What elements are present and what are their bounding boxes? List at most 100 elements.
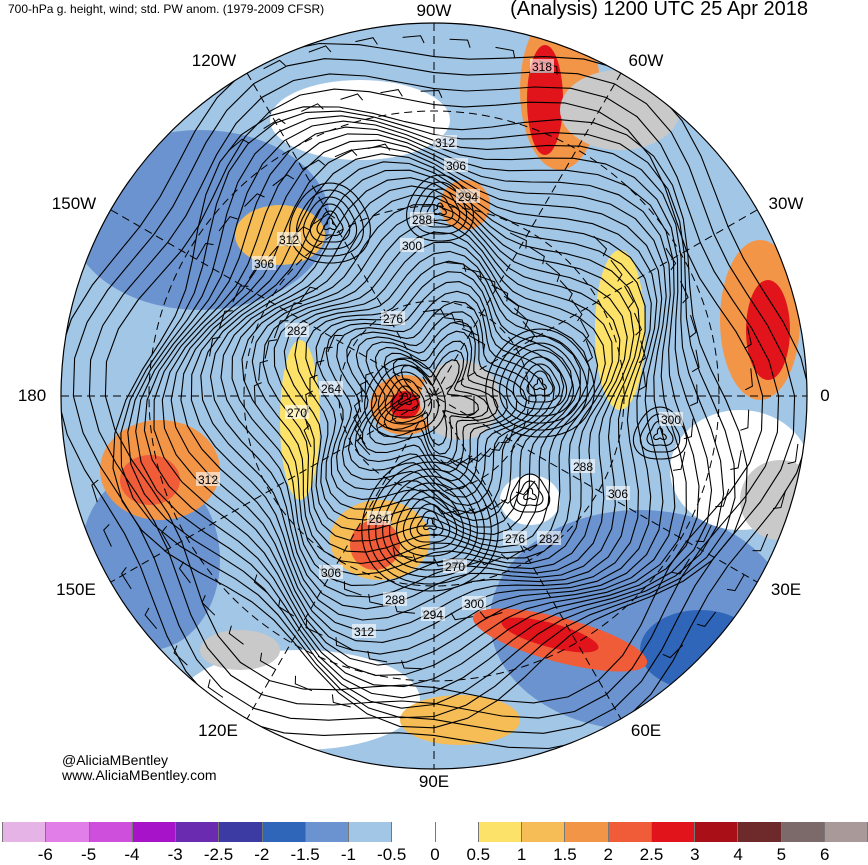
height-label-bg — [252, 256, 276, 270]
wind-barb — [91, 479, 99, 503]
height-contour — [402, 496, 458, 550]
height-contour — [423, 517, 437, 531]
height-label: 282 — [287, 324, 307, 338]
height-contour — [161, 139, 676, 666]
wind-barb — [178, 561, 191, 584]
wind-barb — [305, 619, 323, 636]
wind-barb — [522, 321, 536, 343]
wind-barb — [401, 660, 423, 670]
wind-barb — [449, 38, 471, 48]
wind-barb — [695, 525, 712, 543]
height-label-bg — [352, 624, 376, 638]
colorbar-tick-label: -1 — [340, 845, 356, 864]
wind-barb — [545, 262, 561, 283]
height-contour — [412, 181, 468, 235]
wind-barb — [691, 349, 700, 373]
wind-barb — [610, 259, 623, 282]
height-label: 306 — [254, 257, 274, 271]
wind-barb — [367, 650, 388, 663]
wind-barb — [331, 694, 351, 708]
colorbar-tick-label: 5 — [776, 845, 787, 864]
height-contour — [251, 212, 613, 565]
height-label: 300 — [661, 413, 681, 427]
height-contour — [383, 349, 489, 455]
wind-barb — [468, 334, 486, 353]
wind-barb — [340, 93, 364, 101]
wind-barb — [744, 368, 753, 391]
lon-label-90w: 90W — [416, 1, 452, 20]
colorbar-tick-label: 4 — [733, 845, 743, 864]
wind-barb — [392, 547, 413, 559]
height-label-bg — [277, 232, 301, 246]
wind-barb — [308, 45, 332, 53]
wind-barb — [173, 645, 188, 666]
height-label: 276 — [505, 532, 525, 546]
colorbar-swatch — [738, 822, 782, 842]
height-contour — [526, 370, 554, 396]
height-contour — [262, 221, 606, 554]
wind-barb — [273, 320, 289, 339]
height-contour — [302, 196, 358, 250]
lon-label-60e: 60E — [630, 721, 662, 740]
height-label-bg — [400, 238, 424, 252]
colorbar-tick-label: 1 — [516, 845, 527, 864]
colorbar-swatch — [349, 822, 393, 842]
height-label: 288 — [385, 593, 405, 607]
colorbar-swatch — [478, 822, 522, 842]
height-contour — [309, 203, 351, 243]
height-label: 294 — [458, 190, 478, 204]
map-disk — [61, 23, 807, 769]
height-label: 270 — [287, 406, 307, 420]
wind-barb — [683, 418, 694, 440]
height-contour — [231, 194, 628, 586]
wind-barb — [302, 159, 326, 170]
colorbar-swatch — [781, 822, 825, 842]
wind-barb — [394, 603, 416, 614]
height-label: 288 — [573, 460, 593, 474]
height-contour — [396, 489, 464, 557]
height-label-bg — [456, 189, 480, 203]
height-contour — [153, 133, 687, 676]
colorbar-swatch — [651, 822, 695, 842]
height-contour — [143, 126, 700, 688]
wind-barb — [227, 138, 250, 152]
height-contour — [409, 503, 451, 543]
height-label: 270 — [445, 560, 465, 574]
height-contour — [398, 392, 412, 406]
wind-barb — [218, 310, 233, 329]
height-label-bg — [433, 135, 457, 149]
colorbar-swatch — [608, 822, 652, 842]
wind-barb — [144, 607, 158, 630]
colorbar-swatch — [565, 822, 609, 842]
colorbar-swatch — [824, 822, 868, 842]
wind-barb — [689, 314, 697, 338]
colorbar-tick-label: -1.5 — [290, 845, 320, 864]
height-label-bg — [410, 212, 434, 226]
wind-barb — [740, 409, 750, 431]
height-label: 312 — [198, 473, 218, 487]
colorbar-tick-label: -2.5 — [203, 845, 234, 864]
lon-label-150e: 150E — [56, 580, 96, 599]
height-contour — [516, 480, 544, 506]
height-contour — [653, 427, 667, 441]
wind-barb — [299, 286, 318, 303]
wind-barb — [715, 488, 730, 508]
height-contour — [506, 349, 574, 417]
wind-barb — [673, 451, 686, 471]
wind-barb — [103, 524, 112, 547]
colorbar-swatch — [219, 822, 263, 842]
colorbar-swatch — [262, 822, 306, 842]
height-contour — [391, 359, 480, 446]
colorbar-tick-label: 1.5 — [553, 845, 577, 864]
colorbar-swatch — [2, 822, 47, 842]
wind-barb — [301, 103, 324, 112]
wind-barb — [244, 193, 265, 207]
height-contour — [354, 311, 528, 490]
wind-barb — [218, 216, 238, 232]
wind-barb — [727, 574, 745, 592]
height-label-bg — [503, 531, 527, 545]
wind-barb — [264, 339, 277, 359]
wind-barb — [730, 450, 742, 470]
wind-barb — [294, 675, 313, 692]
height-label-bg — [571, 459, 595, 473]
